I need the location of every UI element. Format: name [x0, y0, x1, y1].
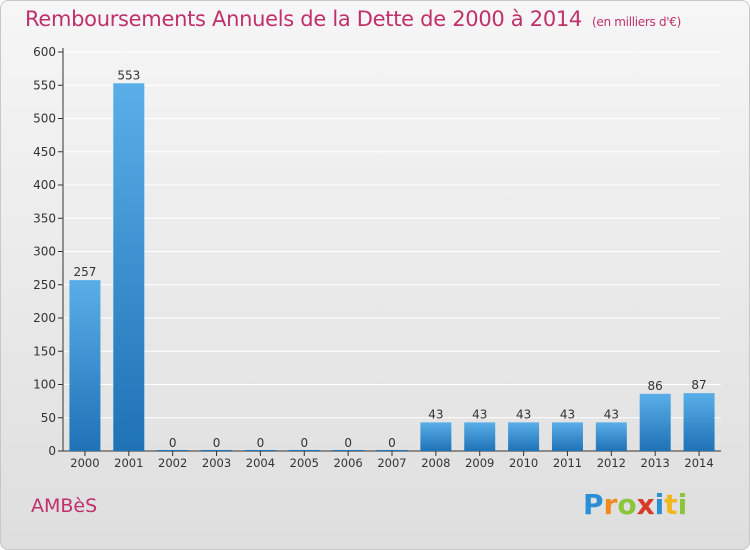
bar [464, 422, 496, 451]
data-label: 43 [472, 407, 487, 421]
x-tick-label: 2003 [202, 456, 231, 470]
y-tick-label: 100 [33, 378, 56, 392]
logo-letter: t [664, 488, 678, 521]
bar [288, 450, 320, 451]
x-tick-label: 2005 [290, 456, 319, 470]
chart-title-text: Remboursements Annuels de la Dette de 20… [25, 7, 582, 31]
logo-letter: i [677, 488, 688, 521]
x-tick-label: 2009 [465, 456, 494, 470]
bar [157, 450, 189, 451]
x-tick-label: 2013 [641, 456, 670, 470]
y-tick-label: 150 [33, 344, 56, 358]
data-label: 0 [388, 436, 396, 450]
bar [420, 422, 452, 451]
x-tick-label: 2010 [509, 456, 538, 470]
bar [201, 450, 233, 451]
logo-letter: P [583, 488, 604, 521]
chart-title: Remboursements Annuels de la Dette de 20… [25, 7, 681, 31]
bar [113, 83, 145, 451]
x-tick-label: 2000 [70, 456, 99, 470]
data-label: 43 [604, 407, 619, 421]
x-tick-label: 2004 [246, 456, 275, 470]
data-label: 87 [691, 378, 706, 392]
bar [595, 422, 627, 451]
data-label: 43 [516, 407, 531, 421]
y-tick-label: 50 [41, 411, 56, 425]
x-tick-label: 2002 [158, 456, 187, 470]
data-label: 0 [344, 436, 352, 450]
bar [551, 422, 583, 451]
bar [683, 393, 715, 451]
y-tick-label: 0 [48, 444, 56, 458]
data-label: 553 [117, 68, 140, 82]
y-tick-label: 400 [33, 178, 56, 192]
logo-letter: x [636, 488, 655, 521]
bar [332, 450, 364, 451]
bar [376, 450, 408, 451]
bar [639, 393, 671, 451]
x-tick-label: 2007 [377, 456, 406, 470]
data-label: 0 [213, 436, 221, 450]
y-tick-label: 300 [33, 245, 56, 259]
y-tick-label: 500 [33, 112, 56, 126]
data-label: 0 [300, 436, 308, 450]
bar [244, 450, 276, 451]
x-tick-label: 2008 [421, 456, 450, 470]
x-tick-label: 2012 [597, 456, 626, 470]
data-label: 43 [560, 407, 575, 421]
logo-letter: o [617, 488, 637, 521]
logo-letter: r [603, 488, 618, 521]
data-label: 86 [648, 379, 663, 393]
data-label: 0 [169, 436, 177, 450]
y-tick-label: 450 [33, 145, 56, 159]
commune-name: AMBèS [31, 495, 98, 517]
y-tick-label: 550 [33, 78, 56, 92]
y-tick-label: 350 [33, 211, 56, 225]
chart-unit: (en milliers d'€) [592, 15, 682, 29]
data-label: 43 [428, 407, 443, 421]
x-tick-label: 2011 [553, 456, 582, 470]
data-label: 0 [257, 436, 265, 450]
bar [508, 422, 540, 451]
y-tick-label: 200 [33, 311, 56, 325]
data-label: 257 [73, 265, 96, 279]
x-tick-label: 2001 [114, 456, 143, 470]
y-tick-label: 600 [33, 45, 56, 59]
x-tick-label: 2006 [333, 456, 362, 470]
x-tick-label: 2014 [684, 456, 713, 470]
logo-letter: i [654, 488, 665, 521]
proxiti-logo: Proxiti [583, 488, 687, 521]
y-tick-label: 250 [33, 278, 56, 292]
bar [69, 280, 101, 451]
